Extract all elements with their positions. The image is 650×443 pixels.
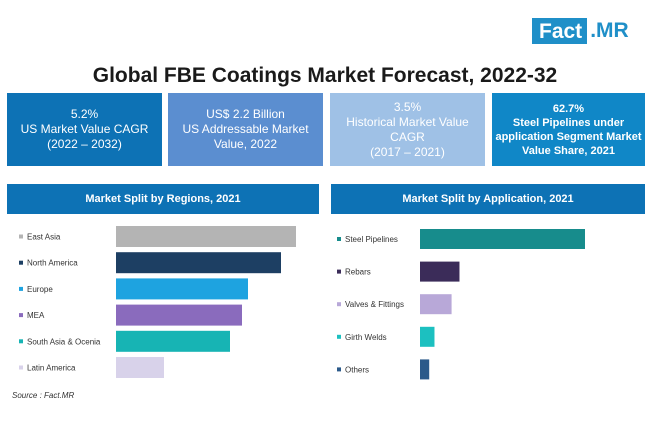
- kpi-label: US Market Value CAGR: [20, 122, 149, 136]
- kpi-value: 62.7%: [552, 102, 585, 115]
- application-bar: [420, 294, 452, 315]
- source-note: Source : Fact.MR: [12, 391, 75, 400]
- region-legend-marker: [19, 339, 23, 344]
- application-legend-marker: [337, 237, 341, 241]
- kpi-label: Historical Market Value: [346, 114, 469, 129]
- region-legend-marker: [19, 313, 23, 318]
- region-category-label: East Asia: [27, 233, 61, 242]
- logo-right-text: .MR: [590, 19, 629, 42]
- application-category-label: Valves & Fittings: [345, 300, 404, 309]
- application-legend-marker: [337, 334, 341, 339]
- region-bar: [116, 278, 248, 300]
- region-bar: [116, 304, 242, 326]
- application-category-label: Girth Welds: [345, 333, 387, 342]
- kpi-period: (2017 – 2021): [370, 144, 445, 159]
- kpi-label: US Addressable Market: [182, 122, 309, 136]
- regions-chart-title: Market Split by Regions, 2021: [7, 184, 319, 214]
- application-chart-title: Market Split by Application, 2021: [331, 184, 645, 214]
- region-legend-marker: [19, 286, 23, 291]
- application-category-label: Others: [345, 365, 369, 374]
- page-title: Global FBE Coatings Market Forecast, 202…: [92, 64, 558, 87]
- application-bar-chart: Steel Pipelines Rebars Valves & Fittings Gi…: [337, 229, 585, 380]
- region-category-label: Latin America: [27, 364, 76, 373]
- kpi-period: (2022 – 2032): [47, 137, 122, 151]
- application-bar: [420, 261, 460, 282]
- kpi-label-2: application Segment Market: [495, 130, 642, 143]
- region-bar: [116, 226, 296, 247]
- region-bar: [116, 330, 230, 352]
- application-legend-marker: [337, 367, 341, 372]
- application-legend-marker: [337, 269, 341, 274]
- region-category-label: North America: [27, 259, 78, 268]
- region-bar: [116, 252, 281, 274]
- kpi-steel-pipelines-share: 62.7% Steel Pipelines under application …: [492, 93, 645, 166]
- logo-left-text: Fact: [532, 18, 588, 44]
- application-category-label: Steel Pipelines: [345, 235, 398, 244]
- application-bar: [420, 229, 585, 249]
- application-bar: [420, 326, 435, 347]
- region-legend-marker: [19, 365, 23, 370]
- region-category-label: Europe: [27, 285, 53, 294]
- kpi-historical-cagr: 3.5% Historical Market Value CAGR (2017 …: [330, 93, 485, 166]
- application-category-label: Rebars: [345, 268, 371, 277]
- region-category-label: MEA: [27, 311, 45, 320]
- factmr-logo: Fact .MR: [532, 18, 629, 44]
- kpi-period: Value Share, 2021: [522, 144, 615, 157]
- kpi-value: US$ 2.2 Billion: [206, 107, 285, 121]
- region-legend-marker: [19, 234, 23, 239]
- kpi-value: 5.2%: [70, 107, 99, 121]
- kpi-value: 3.5%: [393, 99, 422, 114]
- kpi-us-addressable-value: US$ 2.2 Billion US Addressable Market Va…: [168, 93, 323, 166]
- region-legend-marker: [19, 260, 23, 265]
- kpi-period: Value, 2022: [213, 137, 278, 151]
- region-bar: [116, 357, 164, 378]
- region-category-label: South Asia & Ocenia: [27, 337, 101, 346]
- kpi-label: Steel Pipelines under: [512, 116, 625, 129]
- region-bar-chart: East Asia North America Europe MEA South Asi…: [19, 226, 296, 378]
- application-bar: [420, 359, 430, 380]
- application-legend-marker: [337, 302, 341, 307]
- kpi-label-2: CAGR: [390, 129, 425, 144]
- kpi-us-cagr: 5.2% US Market Value CAGR (2022 – 2032): [7, 93, 162, 166]
